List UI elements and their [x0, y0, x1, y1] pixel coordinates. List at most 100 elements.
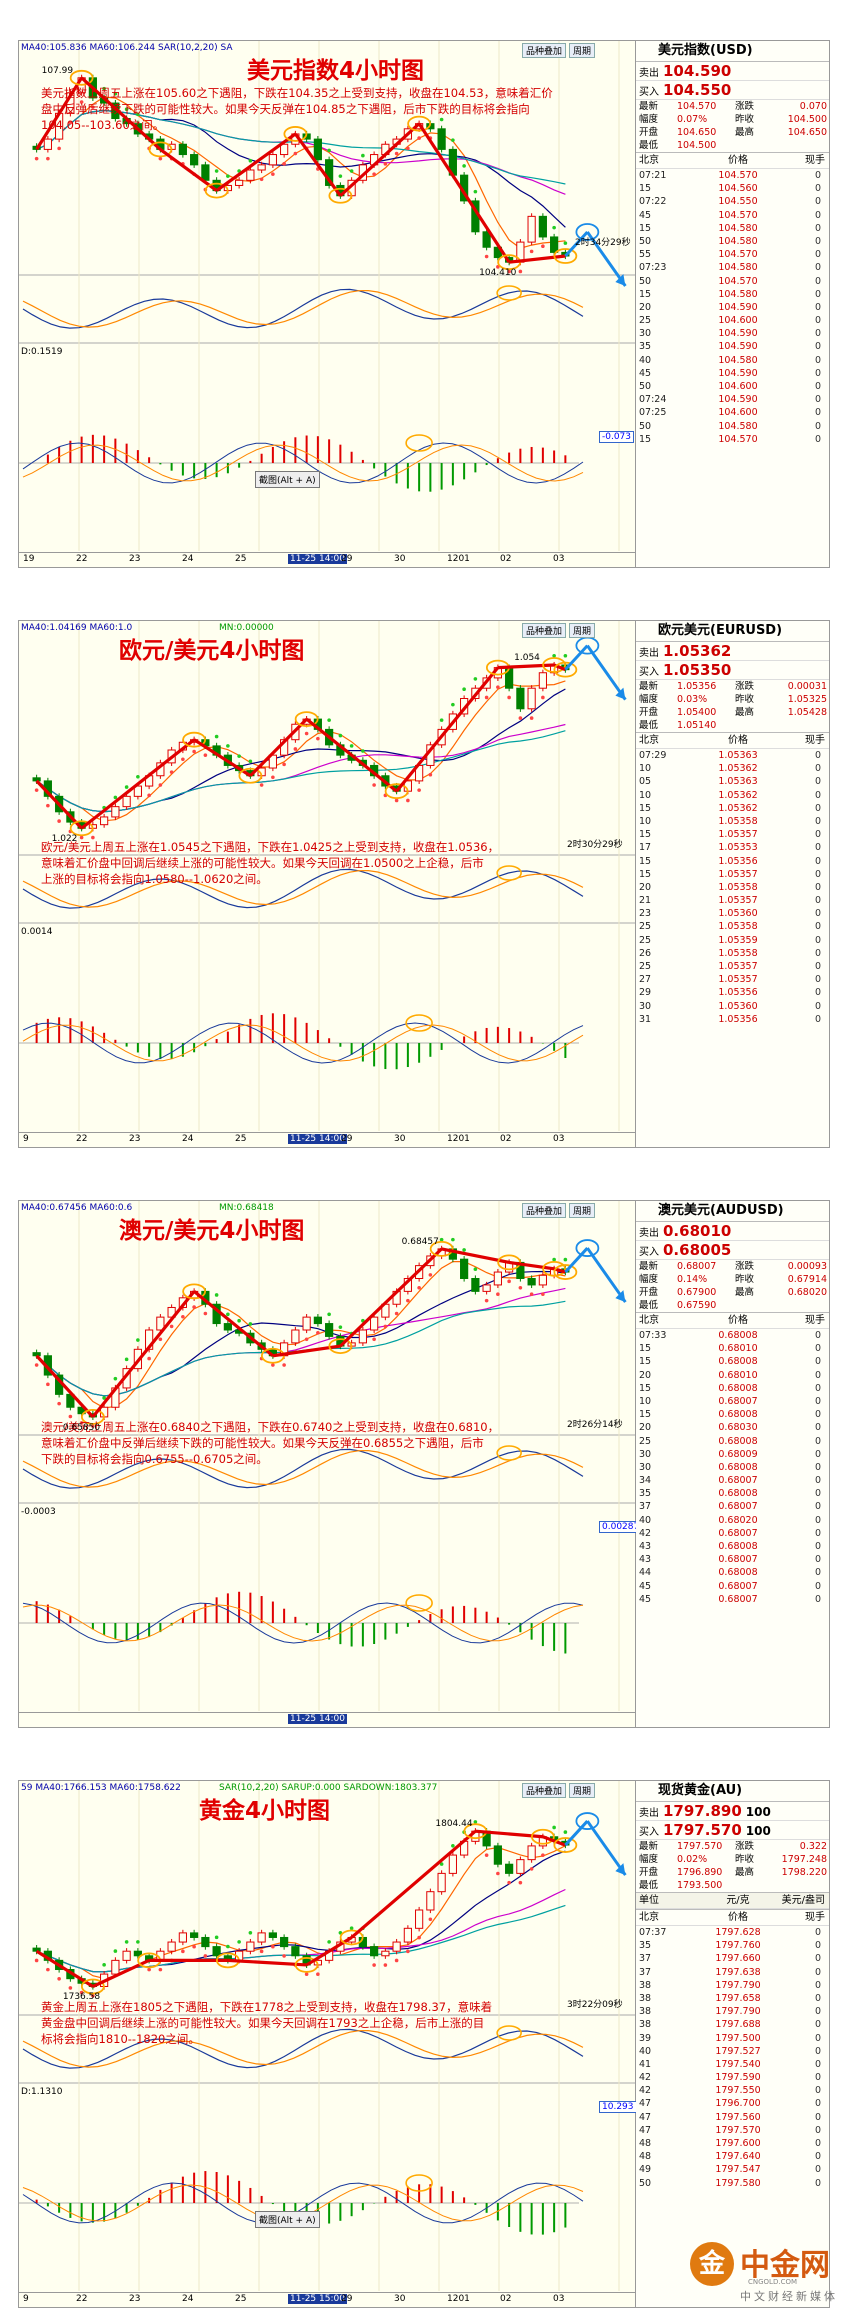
analysis-note-line: 下跌的目标将会指向0.6755--0.6705之间。: [41, 1452, 268, 1466]
pivot-circle: [553, 1837, 578, 1853]
screenshot-button[interactable]: 截图(Alt + A): [255, 2211, 320, 2228]
toolbar-button-0[interactable]: 品种叠加: [522, 1203, 567, 1218]
tick-row: 27 1.05357 0: [636, 973, 829, 986]
buy-price: 1.05350: [663, 661, 732, 679]
sar-dot: [552, 225, 556, 230]
tick-cell: 15: [639, 433, 652, 445]
tick-cell: 07:25: [639, 407, 667, 419]
quote-stat-cell: 104.570: [677, 101, 717, 112]
sar-dot: [552, 1825, 556, 1830]
tick-cell: 0: [814, 2045, 821, 2057]
screenshot-button[interactable]: 截图(Alt + A): [255, 471, 320, 488]
tick-row: 17 1.05353 0: [636, 841, 829, 854]
unit-cell[interactable]: 美元/盎司: [781, 1895, 825, 1906]
tick-cell: 25: [639, 921, 652, 933]
tick-cell: 37: [639, 1501, 652, 1513]
sar-dot: [338, 1325, 343, 1329]
sar-dot: [68, 1986, 73, 1990]
trend-arrow: [542, 1835, 566, 1847]
quote-stat-cell: [773, 719, 827, 732]
tick-cell: 104.590: [718, 341, 758, 353]
tick-row: 07:25 104.600 0: [636, 406, 829, 419]
quote-stat-cell: 0.07%: [677, 114, 708, 125]
x-axis-tick: 29: [341, 1134, 353, 1144]
sar-dot: [518, 1285, 523, 1290]
tick-cell: 104.580: [718, 222, 758, 234]
toolbar-button-1[interactable]: 周期: [569, 1203, 596, 1218]
tick-cell: 0: [814, 1567, 821, 1579]
quote-stat-cell: 涨跌: [735, 1841, 755, 1852]
quote-stat-cell: 昨收: [735, 1274, 755, 1285]
tick-cell: 0: [814, 1369, 821, 1381]
quote-stat-row: 最低 0.67590: [636, 1299, 829, 1312]
x-axis-tick: 19: [23, 554, 35, 564]
tick-row: 39 1797.500 0: [636, 2032, 829, 2045]
tick-cell: 29: [639, 987, 652, 999]
x-axis-tick: 02: [500, 1134, 512, 1144]
toolbar-button-1[interactable]: 周期: [569, 43, 596, 58]
sar-dot: [394, 798, 399, 803]
sar-dot: [372, 1963, 376, 1967]
tick-cell: 0.68007: [718, 1501, 758, 1513]
sar-dot: [462, 164, 466, 168]
sar-dot: [136, 1940, 140, 1944]
tick-cell: 0: [814, 2032, 821, 2044]
tick-cell: 0: [814, 2019, 821, 2031]
tick-cell: 1.05356: [718, 1013, 758, 1025]
tick-cell: 0: [814, 183, 821, 195]
sar-dot: [507, 269, 511, 274]
sar-dot: [124, 785, 129, 789]
pivot-circle: [384, 783, 409, 800]
sar-dot: [563, 1257, 568, 1262]
tick-cell: 0: [814, 2124, 821, 2136]
sar-dot: [158, 1967, 163, 1972]
chart-svg: [19, 1201, 635, 1711]
toolbar-button-1[interactable]: 周期: [569, 623, 596, 638]
tick-cell: 15: [639, 1382, 652, 1394]
tick-row: 15 0.68008 0: [636, 1355, 829, 1368]
tick-header-cell: 北京: [639, 1315, 659, 1326]
trend-arrow: [80, 76, 162, 151]
x-axis-tick: 02: [500, 2294, 512, 2304]
chart-panel-eur: MA40:1.04169 MA60:1.0 MN:0.00000 品种叠加 周期 欧元/…: [18, 620, 830, 1148]
quote-stat-cell: [735, 1299, 773, 1312]
forecast-arrow: [564, 1247, 589, 1274]
tick-cell: 35: [639, 1940, 652, 1952]
candle-body: [325, 1323, 334, 1337]
quote-stat-cell: 幅度: [639, 1854, 659, 1865]
tick-cell: 15: [639, 829, 652, 841]
candle-body: [527, 687, 536, 710]
tick-cell: 0: [814, 1541, 821, 1552]
sar-dot: [169, 1324, 174, 1329]
sar-dot: [282, 1954, 286, 1958]
tick-cell: 0: [814, 328, 821, 340]
sar-dot: [507, 695, 511, 700]
trend-arrow: [80, 738, 196, 830]
tick-cell: 1.05358: [718, 921, 758, 933]
x-axis-tick: 29: [341, 2294, 353, 2304]
tick-cell: 104.590: [718, 328, 758, 340]
tick-cell: 104.580: [718, 288, 758, 300]
oscillator-line: [22, 2028, 584, 2069]
sar-dot: [237, 754, 241, 758]
tick-row: 15 0.68008 0: [636, 1408, 829, 1421]
tick-cell: 0: [814, 1382, 821, 1394]
sar-dot: [541, 1853, 545, 1857]
chart-panel-xau: 59 MA40:1766.153 MA60:1758.622 SAR(10,2,2…: [18, 1780, 830, 2308]
tick-cell: 31: [639, 1013, 652, 1025]
macd-circle: [405, 1594, 433, 1612]
toolbar-button-0[interactable]: 品种叠加: [522, 43, 567, 58]
oscillator-line: [22, 868, 584, 909]
toolbar-button-1[interactable]: 周期: [569, 1783, 596, 1798]
tick-cell: 0: [814, 1580, 821, 1592]
tick-row: 38 1797.658 0: [636, 1992, 829, 2005]
toolbar-button-0[interactable]: 品种叠加: [522, 1783, 567, 1798]
quote-stat-row: 幅度 0.03% 昨收 1.05325: [636, 693, 829, 706]
candle-body: [437, 128, 446, 150]
tick-cell: 48: [639, 2151, 652, 2163]
tick-cell: 0: [814, 354, 821, 366]
toolbar-button-0[interactable]: 品种叠加: [522, 623, 567, 638]
sar-dot: [417, 788, 421, 792]
moving-average-line: [36, 1850, 566, 1973]
sar-dot: [68, 1414, 73, 1419]
